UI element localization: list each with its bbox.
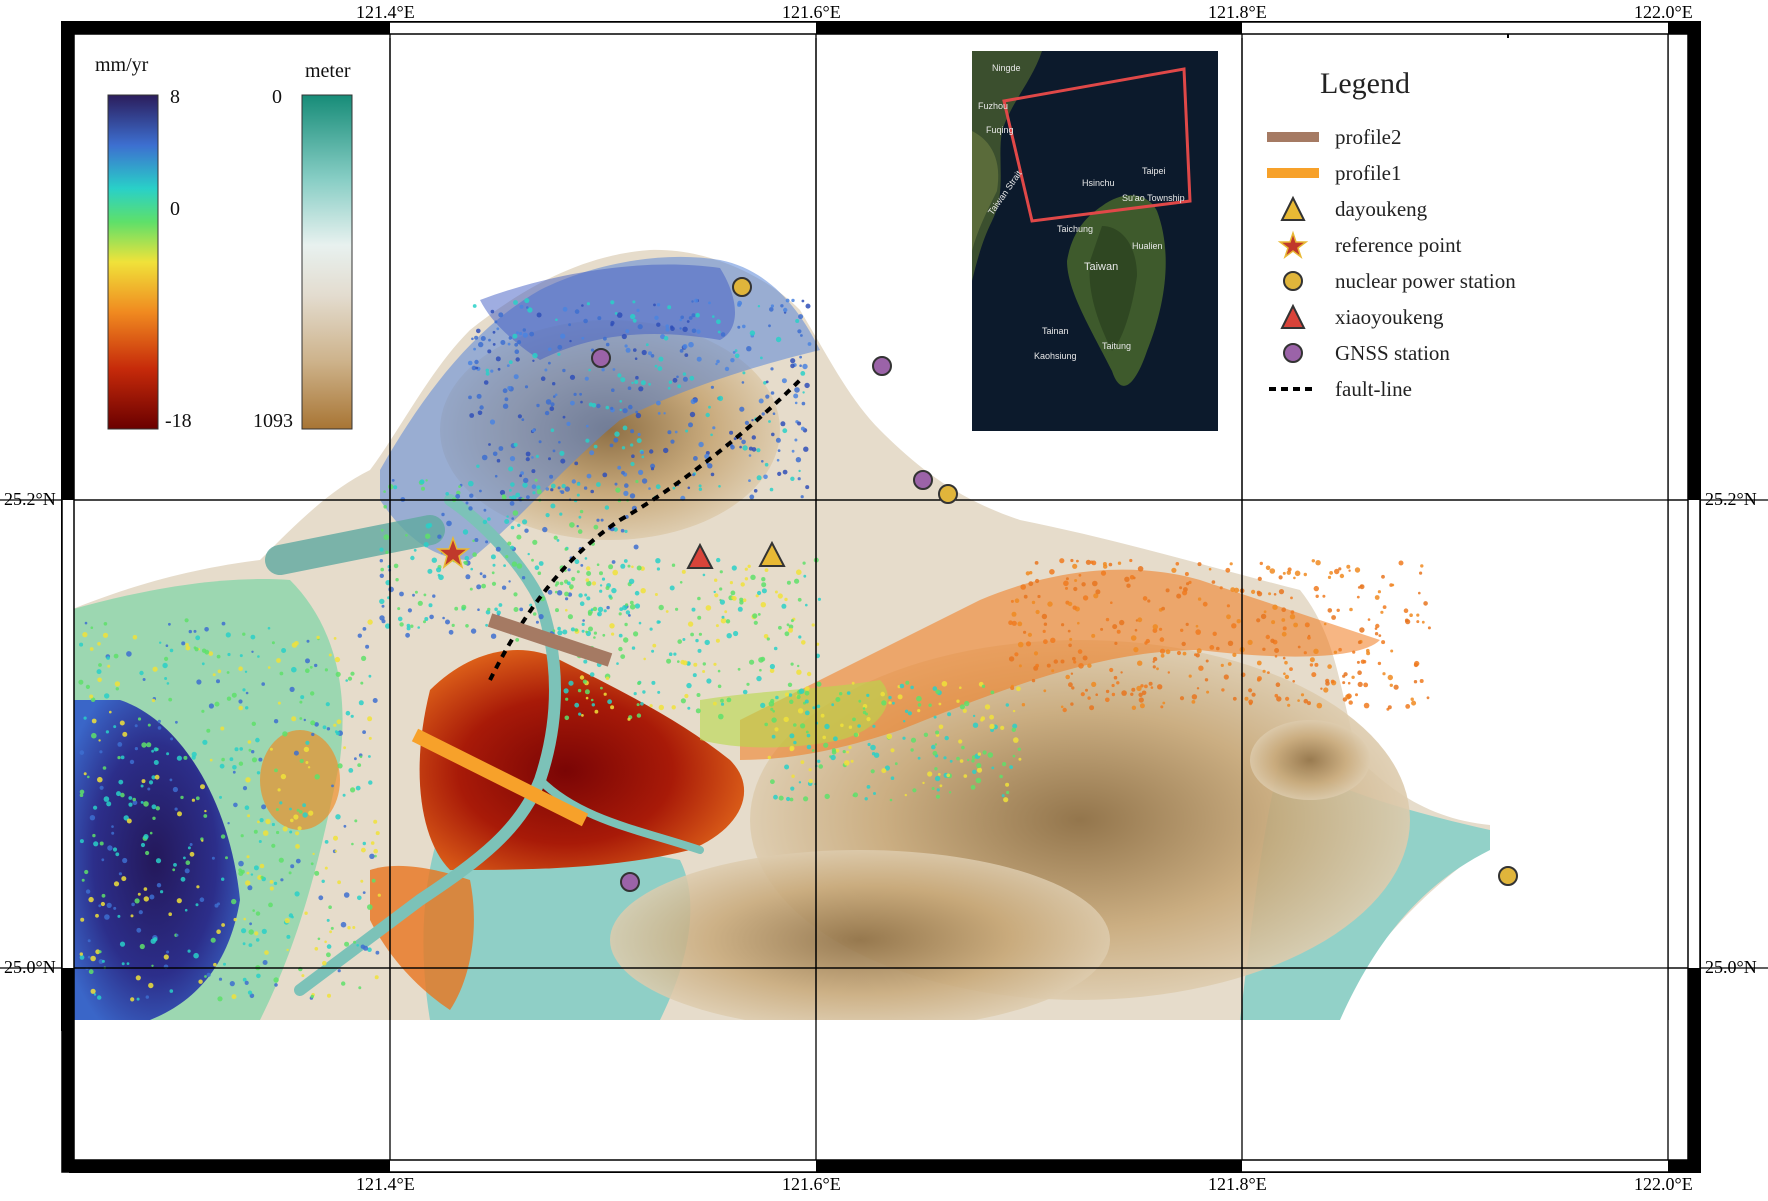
dashed-line-icon: [1265, 373, 1321, 405]
nuclear-power-station-marker: [1498, 866, 1518, 886]
bottom-lon-label: 121.8°E: [1208, 1174, 1267, 1194]
inset-label: Tainan: [1042, 326, 1069, 336]
inset-label: Taichung: [1057, 224, 1094, 234]
dayoukeng-marker: [758, 540, 786, 567]
gnss-station-marker: [620, 872, 640, 892]
top-lon-label: 121.4°E: [356, 2, 415, 22]
star-icon: [1265, 229, 1321, 261]
map-symbols: [435, 277, 1518, 892]
velocity-colorbar-tick-zero: 0: [170, 198, 180, 220]
inset-map-canvas: [972, 51, 1218, 431]
gnss-station-marker: [591, 348, 611, 368]
inset-label: Hualien: [1132, 241, 1163, 251]
elevation-colorbar: [301, 94, 353, 430]
top-lon-label: 122.0°E: [1634, 2, 1693, 22]
velocity-colorbar: [107, 94, 159, 430]
circle-icon: [1265, 265, 1321, 297]
velocity-colorbar-title: mm/yr: [95, 54, 149, 76]
top-lon-label: 121.8°E: [1208, 2, 1267, 22]
left-lat-label: 25.0°N: [4, 957, 56, 977]
top-lon-label: 121.6°E: [782, 2, 841, 22]
legend-item-fault-line: fault-line: [1265, 373, 1605, 405]
velocity-colorbar-tick-max: 8: [170, 86, 180, 108]
fault-line-trace: [488, 378, 802, 681]
elevation-colorbar-tick-min: 0: [272, 86, 282, 108]
bottom-lon-label: 121.4°E: [356, 1174, 415, 1194]
right-lat-label: 25.2°N: [1705, 489, 1757, 509]
legend-label: xiaoyoukeng: [1335, 304, 1444, 329]
bottom-lon-label: 121.6°E: [782, 1174, 841, 1194]
triangle-icon: [1265, 301, 1321, 333]
legend-label: profile1: [1335, 160, 1402, 185]
profile1-swatch-icon: [1265, 157, 1321, 189]
inset-label: Kaohsiung: [1034, 351, 1077, 361]
inset-label: Ningde: [992, 63, 1021, 73]
legend-label: fault-line: [1335, 376, 1412, 401]
gnss-station-marker: [872, 356, 892, 376]
legend-label: dayoukeng: [1335, 196, 1428, 221]
right-lat-label: 25.0°N: [1705, 957, 1757, 977]
legend-label: profile2: [1335, 124, 1402, 149]
legend-item-reference-point: reference point: [1265, 229, 1605, 261]
legend: Legend profile2 profile1 dayoukeng refer…: [1265, 55, 1625, 440]
inset-label: Fuqing: [986, 125, 1014, 135]
nuclear-power-station-marker: [938, 484, 958, 504]
velocity-colorbar-tick-min: -18: [165, 410, 192, 432]
profile1-line: [411, 728, 589, 827]
legend-label: nuclear power station: [1335, 268, 1516, 293]
inset-map: Ningde Fuzhou Fuqing Taipei Hsinchu Su'a…: [972, 51, 1218, 431]
legend-label: GNSS station: [1335, 340, 1450, 365]
inset-label: Taipei: [1142, 166, 1166, 176]
circle-icon: [1265, 337, 1321, 369]
triangle-icon: [1265, 193, 1321, 225]
reference-point-marker: [435, 535, 471, 569]
legend-item-dayoukeng: dayoukeng: [1265, 193, 1605, 225]
legend-title: Legend: [1320, 67, 1410, 100]
inset-label: Taiwan: [1084, 261, 1119, 273]
legend-item-nuclear-power-station: nuclear power station: [1265, 265, 1605, 297]
xiaoyoukeng-marker: [686, 542, 714, 569]
elevation-colorbar-title: meter: [305, 60, 351, 82]
axis-frame: [61, 21, 1701, 1173]
legend-item-gnss-station: GNSS station: [1265, 337, 1605, 369]
nuclear-power-station-marker: [732, 277, 752, 297]
legend-item-xiaoyoukeng: xiaoyoukeng: [1265, 301, 1605, 333]
legend-label: reference point: [1335, 232, 1462, 257]
velocity-point-cloud: [78, 298, 1431, 1002]
bottom-lon-label: 122.0°E: [1634, 1174, 1693, 1194]
legend-item-profile1: profile1: [1265, 157, 1605, 189]
left-lat-label: 25.2°N: [4, 489, 56, 509]
inset-label: Fuzhou: [978, 101, 1009, 111]
inset-label: Hsinchu: [1082, 178, 1115, 188]
profile2-swatch-icon: [1265, 121, 1321, 153]
profile2-line: [487, 613, 613, 667]
gnss-station-marker: [913, 470, 933, 490]
elevation-colorbar-tick-max: 1093: [253, 410, 293, 432]
inset-label: Taitung: [1102, 341, 1132, 351]
inset-label: Su'ao Township: [1122, 193, 1185, 203]
legend-item-profile2: profile2: [1265, 121, 1605, 153]
